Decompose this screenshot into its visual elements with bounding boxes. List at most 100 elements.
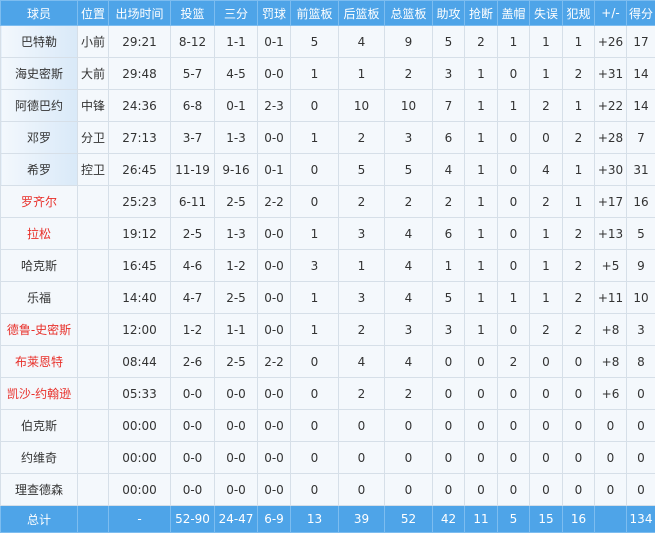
stat-cell: 1	[464, 217, 498, 250]
stat-cell: 1	[290, 57, 339, 90]
stat-cell: 2-2	[257, 345, 291, 378]
stat-cell: 4-6	[170, 249, 215, 282]
stat-cell: 5	[626, 217, 655, 250]
stat-cell: 1	[497, 25, 530, 58]
column-header[interactable]: 抢断	[464, 0, 498, 26]
stat-cell: 4	[338, 345, 385, 378]
player-row: 凯沙-约翰逊 05:33 0-0 0-0 0-0 0 2 2 0 0 0 0 0 +6 0	[0, 377, 655, 410]
stat-cell: 0	[497, 473, 530, 506]
stat-cell: 0-0	[170, 473, 215, 506]
stat-cell: 0-1	[257, 153, 291, 186]
column-header[interactable]: 罚球	[257, 0, 291, 26]
player-name[interactable]: 乐福	[0, 281, 78, 314]
stat-cell: 2-5	[170, 217, 215, 250]
player-row: 哈克斯 16:45 4-6 1-2 0-0 3 1 4 1 1 0 1 2 +5 9	[0, 249, 655, 282]
stat-cell: 0	[594, 473, 627, 506]
player-row: 拉松 19:12 2-5 1-3 0-0 1 3 4 6 1 0 1 2 +13 5	[0, 217, 655, 250]
stat-cell: 0	[529, 409, 563, 442]
stat-cell: 0	[497, 217, 530, 250]
player-name[interactable]: 巴特勒	[0, 25, 78, 58]
stat-cell: 9-16	[214, 153, 258, 186]
stat-cell: 1-2	[170, 313, 215, 346]
stat-cell: 0-0	[257, 473, 291, 506]
player-name[interactable]: 邓罗	[0, 121, 78, 154]
stat-cell: 2-2	[257, 185, 291, 218]
stat-cell: 24:36	[108, 89, 171, 122]
column-header[interactable]: 投篮	[170, 0, 215, 26]
column-header[interactable]: 后篮板	[338, 0, 385, 26]
stat-cell: 1-1	[214, 313, 258, 346]
stat-cell	[77, 217, 109, 250]
player-name[interactable]: 罗齐尔	[0, 185, 78, 218]
stat-cell: 1	[464, 153, 498, 186]
column-header[interactable]: 盖帽	[497, 0, 530, 26]
stat-cell: 0	[290, 153, 339, 186]
stat-cell: 0	[529, 473, 563, 506]
stat-cell: 2	[384, 185, 433, 218]
column-header[interactable]: 三分	[214, 0, 258, 26]
stat-cell: 控卫	[77, 153, 109, 186]
player-name[interactable]: 阿德巴约	[0, 89, 78, 122]
player-name[interactable]: 理查德森	[0, 473, 78, 506]
stat-cell: 0	[384, 409, 433, 442]
column-header[interactable]: 出场时间	[108, 0, 171, 26]
stat-cell: +31	[594, 57, 627, 90]
stat-cell: 0	[338, 409, 385, 442]
stat-cell: 0	[626, 377, 655, 410]
stat-cell: 14	[626, 57, 655, 90]
stat-cell: 0-0	[257, 217, 291, 250]
stat-cell: 29:21	[108, 25, 171, 58]
column-header[interactable]: 总篮板	[384, 0, 433, 26]
stat-cell: 6-8	[170, 89, 215, 122]
stat-cell: 0	[497, 409, 530, 442]
stat-cell: +11	[594, 281, 627, 314]
stat-cell: 0	[497, 57, 530, 90]
stat-cell: 0	[626, 473, 655, 506]
stat-cell: 2	[338, 313, 385, 346]
player-name[interactable]: 布莱恩特	[0, 345, 78, 378]
stat-cell: 5-7	[170, 57, 215, 90]
column-header[interactable]: +/-	[594, 0, 627, 26]
stat-cell: 4	[384, 249, 433, 282]
column-header[interactable]: 前篮板	[290, 0, 339, 26]
stat-cell: 0-0	[214, 473, 258, 506]
player-name[interactable]: 哈克斯	[0, 249, 78, 282]
player-name[interactable]: 约维奇	[0, 441, 78, 474]
column-header[interactable]: 得分	[626, 0, 655, 26]
stat-cell: 1	[562, 153, 595, 186]
stat-cell: 2	[338, 185, 385, 218]
player-name[interactable]: 希罗	[0, 153, 78, 186]
player-name[interactable]: 海史密斯	[0, 57, 78, 90]
stat-cell: 0	[290, 89, 339, 122]
column-header[interactable]: 球员	[0, 0, 78, 26]
player-row: 乐福 14:40 4-7 2-5 0-0 1 3 4 5 1 1 1 2 +11 10	[0, 281, 655, 314]
total-cell: 5	[497, 505, 530, 533]
column-header[interactable]: 犯规	[562, 0, 595, 26]
stat-cell: 27:13	[108, 121, 171, 154]
stat-cell: 大前	[77, 57, 109, 90]
stat-cell: 0	[432, 377, 465, 410]
player-name[interactable]: 德鲁-史密斯	[0, 313, 78, 346]
player-name[interactable]: 伯克斯	[0, 409, 78, 442]
total-cell: 13	[290, 505, 339, 533]
stat-cell: 2	[562, 313, 595, 346]
stat-cell: 00:00	[108, 473, 171, 506]
column-header[interactable]: 失误	[529, 0, 563, 26]
player-name[interactable]: 拉松	[0, 217, 78, 250]
stat-cell: 0-0	[170, 441, 215, 474]
stat-cell: 0	[529, 121, 563, 154]
stat-cell: 0	[464, 409, 498, 442]
stat-cell: 11-19	[170, 153, 215, 186]
stat-cell: 05:33	[108, 377, 171, 410]
stat-cell	[77, 473, 109, 506]
stat-cell: 1	[464, 185, 498, 218]
stat-cell: 3	[432, 57, 465, 90]
stat-cell: 7	[626, 121, 655, 154]
stat-cell: 10	[626, 281, 655, 314]
column-header[interactable]: 助攻	[432, 0, 465, 26]
stat-cell: 3-7	[170, 121, 215, 154]
stat-cell: 25:23	[108, 185, 171, 218]
player-name[interactable]: 凯沙-约翰逊	[0, 377, 78, 410]
column-header[interactable]: 位置	[77, 0, 109, 26]
stat-cell: 2	[562, 217, 595, 250]
